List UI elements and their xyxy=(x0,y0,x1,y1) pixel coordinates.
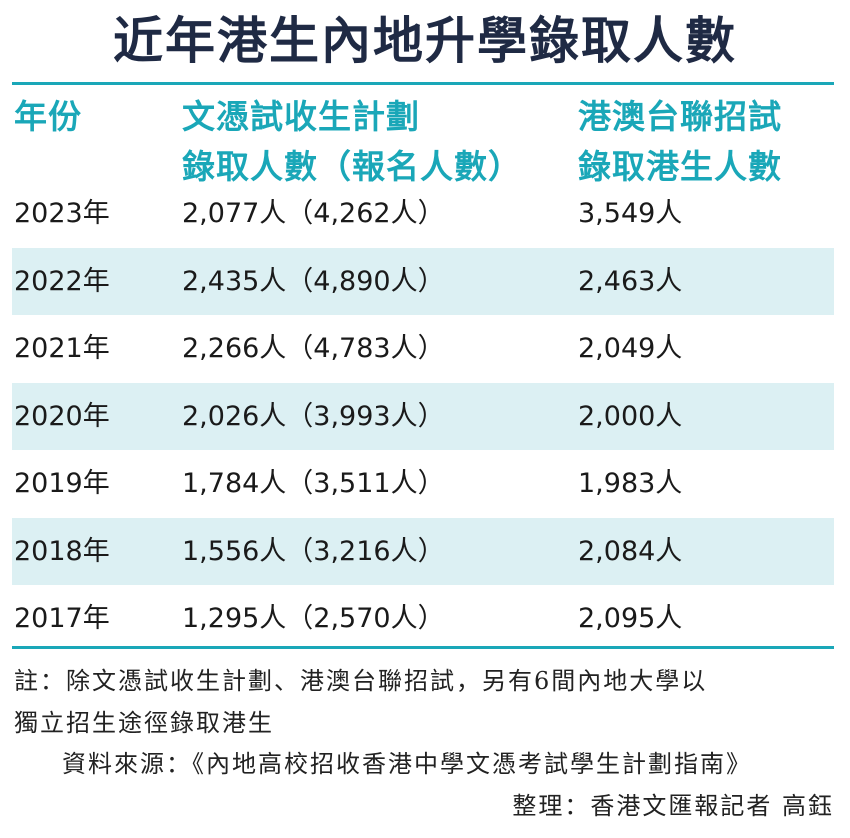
footnote: 註：除文憑試收生計劃、港澳台聯招試，另有6間內地大學以 獨立招生途徑錄取港生 xyxy=(14,660,836,744)
column-header-dse-line2: 錄取人數（報名人數） xyxy=(182,147,522,186)
cell-joint: 2,095人 xyxy=(578,603,683,634)
cell-joint: 2,463人 xyxy=(578,265,683,297)
table-row: 2017年 1,295人（2,570人） 2,095人 xyxy=(12,585,834,653)
cell-year: 2018年 xyxy=(14,535,110,567)
table-row: 2019年 1,784人（3,511人） 1,983人 xyxy=(12,450,834,518)
cell-dse: 2,077人（4,262人） xyxy=(182,198,445,229)
source-note: 資料來源：《內地高校招收香港中學文憑考試學生計劃指南》 xyxy=(62,750,752,778)
table-row: 2021年 2,266人（4,783人） 2,049人 xyxy=(12,315,834,383)
cell-joint: 2,049人 xyxy=(578,333,683,364)
cell-year: 2020年 xyxy=(14,400,110,432)
column-header-joint-line1: 港澳台聯招試 xyxy=(578,97,782,136)
table-bottom-rule xyxy=(12,646,834,649)
column-header-year: 年份 xyxy=(14,92,82,142)
column-header-joint: 港澳台聯招試 錄取港生人數 xyxy=(578,92,782,192)
cell-dse: 1,784人（3,511人） xyxy=(182,468,445,499)
cell-year: 2019年 xyxy=(14,468,110,499)
cell-year: 2021年 xyxy=(14,333,110,364)
table-row: 2020年 2,026人（3,993人） 2,000人 xyxy=(12,382,834,450)
table-row: 2018年 1,556人（3,216人） 2,084人 xyxy=(12,517,834,585)
cell-joint: 2,000人 xyxy=(578,400,683,432)
cell-dse: 2,435人（4,890人） xyxy=(182,265,445,297)
column-header-dse-line1: 文憑試收生計劃 xyxy=(182,97,420,136)
cell-joint: 3,549人 xyxy=(578,198,683,229)
page-title: 近年港生內地升學錄取人數 xyxy=(113,11,737,70)
header-top-rule xyxy=(12,82,834,85)
cell-dse: 1,556人（3,216人） xyxy=(182,535,445,567)
data-table: 2023年 2,077人（4,262人） 3,549人 2022年 2,435人… xyxy=(12,180,834,653)
column-header-dse: 文憑試收生計劃 錄取人數（報名人數） xyxy=(182,92,522,192)
table-row: 2022年 2,435人（4,890人） 2,463人 xyxy=(12,247,834,315)
footnote-line2: 獨立招生途徑錄取港生 xyxy=(14,709,274,737)
cell-year: 2023年 xyxy=(14,198,110,229)
cell-dse: 1,295人（2,570人） xyxy=(182,603,445,634)
cell-year: 2022年 xyxy=(14,265,110,297)
column-header-year-label: 年份 xyxy=(14,97,82,136)
cell-dse: 2,026人（3,993人） xyxy=(182,400,445,432)
cell-joint: 1,983人 xyxy=(578,468,683,499)
column-header-joint-line2: 錄取港生人數 xyxy=(578,147,782,186)
footnote-line1: 註：除文憑試收生計劃、港澳台聯招試，另有6間內地大學以 xyxy=(14,667,708,695)
cell-year: 2017年 xyxy=(14,603,110,634)
table-row: 2023年 2,077人（4,262人） 3,549人 xyxy=(12,180,834,248)
cell-joint: 2,084人 xyxy=(578,535,683,567)
cell-dse: 2,266人（4,783人） xyxy=(182,333,445,364)
compiler-credit: 整理：香港文匯報記者 高鈺 xyxy=(512,792,834,820)
